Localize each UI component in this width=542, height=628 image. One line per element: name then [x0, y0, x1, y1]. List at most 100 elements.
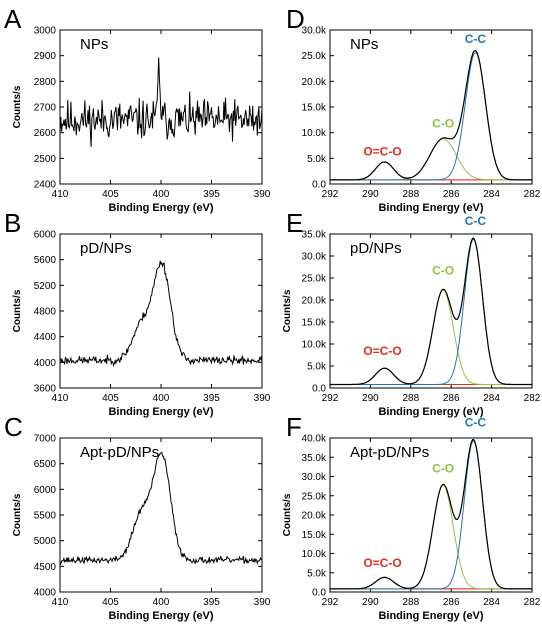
panel-c-xtick-label: 400: [153, 597, 170, 608]
panel-c-xtick-label: 405: [102, 597, 119, 608]
panel-f-xtick-label: 284: [483, 597, 500, 608]
panel-d-ytick-label: 0.0: [312, 180, 326, 191]
panel-a-plot-area: [60, 57, 262, 147]
panel-e-ytick-label: 5.0k: [307, 362, 327, 373]
panel-c-ytick-label: 5000: [34, 536, 57, 547]
panel-f-ytick-label: 40.0k: [302, 434, 327, 445]
panel-f-letter: F: [286, 412, 302, 442]
panel-b-ytick-label: 5600: [34, 255, 57, 266]
panel-d-peak-label: O=C-O: [363, 144, 401, 158]
panel-f-ytick-label: 10.0k: [302, 549, 327, 560]
panel-f-ytick-label: 0.0: [312, 588, 326, 599]
panel-b: B 410 405 400 395 390 3600 4000 4400 4800 5200 5600…: [4, 208, 271, 418]
panel-b-ytick-label: 4400: [34, 332, 57, 343]
panel-f-ytick-label: 30.0k: [302, 472, 327, 483]
panel-f-component-c-c: [330, 440, 532, 590]
panel-d-peak-label: C-C: [465, 32, 487, 46]
panel-a-ytick-label: 2500: [34, 154, 57, 165]
panel-f-xtick-label: 286: [443, 597, 460, 608]
panel-e-ytick-label: 10.0k: [302, 340, 327, 351]
panel-e-component-o-c-o: [330, 367, 532, 385]
panel-e-peak-label: C-O: [432, 263, 454, 277]
panel-b-xtick-label: 410: [52, 393, 69, 404]
panel-e-xtick-label: 286: [443, 393, 460, 404]
panel-a-title: NPs: [80, 36, 108, 53]
panel-c-ytick-label: 5500: [34, 511, 57, 522]
panel-d-plot-area: [330, 50, 532, 181]
panel-b-axes: [59, 233, 263, 389]
panel-c-xtick-label: 410: [52, 597, 69, 608]
panel-b-ytick-label: 5200: [34, 281, 57, 292]
panel-d-xlabel: Binding Energy (eV): [378, 202, 483, 214]
panel-e-xtick-label: 288: [402, 393, 419, 404]
panel-c-letter: C: [4, 412, 23, 442]
panel-e-axes: [329, 233, 533, 389]
panel-c-plot-area: [60, 451, 262, 566]
panel-c-title: Apt-pD/NPs: [80, 444, 159, 461]
panel-c-axes: [59, 437, 263, 593]
panel-e-ylabel: Counts/s: [282, 289, 293, 332]
panel-c-ytick-label: 7000: [34, 434, 57, 445]
panel-e-xtick-label: 292: [322, 393, 339, 404]
panel-f-title: Apt-pD/NPs: [350, 444, 429, 461]
panel-d-component-o-c-o: [330, 161, 532, 181]
panel-b-letter: B: [4, 208, 21, 238]
panel-f-ytick-label: 15.0k: [302, 530, 327, 541]
panel-a-ytick-label: 2800: [34, 77, 57, 88]
panel-e-plot-area: [330, 237, 532, 386]
panel-c-ytick-label: 4500: [34, 562, 57, 573]
panel-e-xtick-label: 282: [524, 393, 541, 404]
panel-e-peak-label: O=C-O: [363, 344, 401, 358]
panel-d-axes: [329, 29, 533, 185]
panel-b-ytick-label: 4800: [34, 307, 57, 318]
panel-d-ytick-label: 10.0k: [302, 128, 327, 139]
panel-d-component-c-o: [330, 138, 532, 181]
panel-d-title: NPs: [350, 36, 378, 53]
panel-a-ytick-label: 2600: [34, 128, 57, 139]
panel-e-xtick-label: 290: [362, 393, 379, 404]
panel-d-ytick-label: 30.0k: [302, 26, 327, 37]
panel-f-ytick-label: 35.0k: [302, 453, 327, 464]
panel-f-axes: [329, 437, 533, 593]
panel-a-ytick-label: 3000: [34, 26, 57, 37]
panel-d-peak-label: C-O: [432, 117, 454, 131]
panel-b-xtick-label: 405: [102, 393, 119, 404]
panel-e-ytick-label: 20.0k: [302, 296, 327, 307]
panel-a-xtick-label: 410: [52, 189, 69, 200]
panel-d-ytick-label: 5.0k: [307, 154, 327, 165]
panel-c-ytick-label: 4000: [34, 588, 57, 599]
panel-a-xtick-label: 405: [102, 189, 119, 200]
panel-d-xtick-label: 290: [362, 189, 379, 200]
panel-c-ytick-label: 6000: [34, 485, 57, 496]
panel-c: C 410 405 400 395 390 4000 4500 5000 5500 6000 6500…: [4, 412, 271, 622]
panel-a-ytick-label: 2700: [34, 103, 57, 114]
panel-c-xtick-label: 395: [203, 597, 220, 608]
panel-f-xlabel: Binding Energy (eV): [378, 610, 483, 622]
panel-b-plot-area: [60, 260, 262, 368]
panel-f-ytick-label: 5.0k: [307, 568, 327, 579]
panel-d-ytick-label: 15.0k: [302, 103, 327, 114]
panel-f-ytick-label: 20.0k: [302, 511, 327, 522]
panel-b-ytick-label: 6000: [34, 230, 57, 241]
panel-a: A 410 405 400 395 390 2400 2500 2600 2700 2800 2900…: [4, 4, 271, 214]
panel-a-spectrum-line: [60, 57, 262, 147]
panel-c-spectrum-line: [60, 451, 262, 566]
panel-d-component-c-c: [330, 52, 532, 181]
panel-b-ytick-label: 3600: [34, 384, 57, 395]
panel-f-xtick-label: 282: [524, 597, 541, 608]
panel-b-ytick-label: 4000: [34, 358, 57, 369]
panel-e-letter: E: [286, 208, 303, 238]
panel-d-xtick-label: 292: [322, 189, 339, 200]
panel-d-letter: D: [286, 4, 305, 34]
panel-a-letter: A: [4, 4, 22, 34]
panel-c-xtick-label: 390: [254, 597, 271, 608]
panel-d-ytick-label: 25.0k: [302, 51, 327, 62]
panel-b-title: pD/NPs: [80, 240, 132, 257]
panel-e-ytick-label: 30.0k: [302, 252, 327, 263]
panel-f-plot-area: [330, 438, 532, 590]
panel-e-xtick-label: 284: [483, 393, 500, 404]
panel-f-xtick-label: 290: [362, 597, 379, 608]
panel-a-ylabel: Counts/s: [12, 85, 23, 128]
panel-d-ytick-label: 20.0k: [302, 77, 327, 88]
